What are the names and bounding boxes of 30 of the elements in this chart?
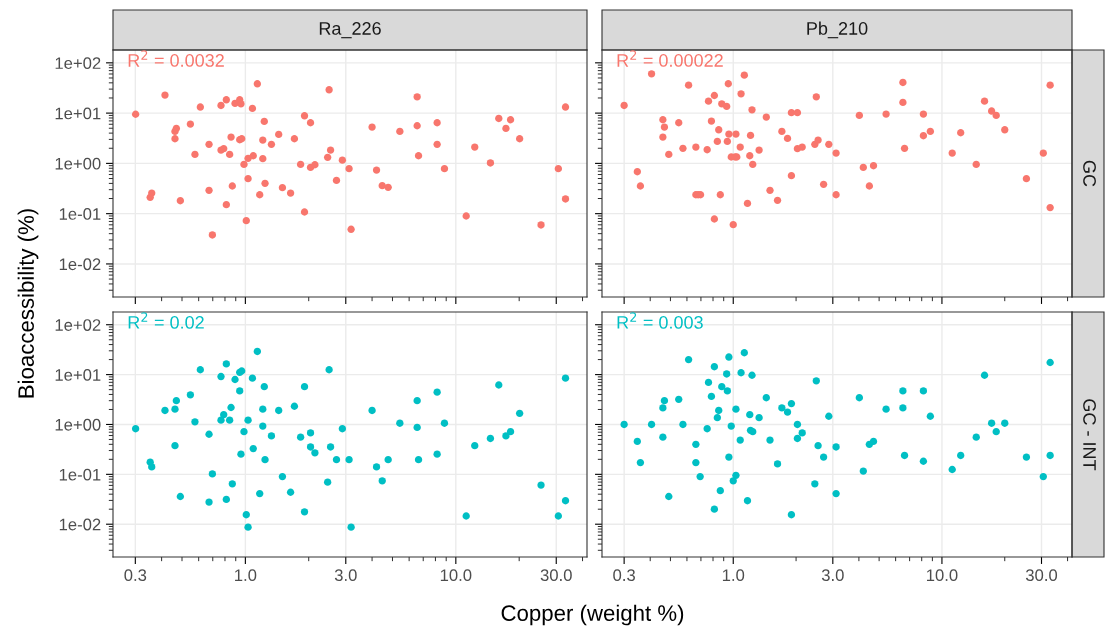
y-tick-label: 1e+00 <box>55 418 101 431</box>
x-tick-label: 3.0 <box>334 569 357 582</box>
y2-axis-title: GC <box>1083 160 1096 187</box>
x-tick-label: 3.0 <box>821 569 844 582</box>
y-tick-label: 1e+02 <box>55 319 101 331</box>
y-tick-label: 1e-01 <box>59 208 101 220</box>
annotation: R$^{2}$ = 0.00022 <box>617 50 723 67</box>
y-tick-label: 1e-02 <box>59 258 101 271</box>
x-tick-label: 10.0 <box>926 569 958 582</box>
annotation: R$^{2}$ = 0.0032 <box>128 50 224 67</box>
x-tick-label: 30.0 <box>1025 569 1058 582</box>
y-axis-title: Bioaccessibility (%) <box>17 209 39 398</box>
x-tick-label: 10.0 <box>440 569 472 582</box>
y-tick-label: 1e-02 <box>59 518 101 531</box>
y-tick-label: 1e+01 <box>55 369 101 381</box>
annotation: R$^{2}$ = 0.003 <box>617 312 703 329</box>
y-tick-label: 1e-01 <box>59 468 101 481</box>
x-tick-label: 0.3 <box>613 569 635 582</box>
y-tick-label: 1e+02 <box>55 57 101 70</box>
x-tick-label: 0.3 <box>124 569 147 582</box>
chart-title: Ra_226 <box>319 22 381 39</box>
x-tick-label: 1.0 <box>722 569 745 582</box>
x-tick-label: 1.0 <box>235 569 257 582</box>
y-tick-label: 1e+00 <box>55 157 101 170</box>
y-tick-label: 1e+01 <box>55 107 101 120</box>
chart-title: Pb_210 <box>807 21 868 39</box>
x-axis-title: Copper (weight %) <box>501 604 684 626</box>
y2-axis-title: GC - INT <box>1083 399 1096 471</box>
x-tick-label: 30.0 <box>540 569 572 582</box>
annotation: R$^{2}$ = 0.02 <box>128 312 204 329</box>
